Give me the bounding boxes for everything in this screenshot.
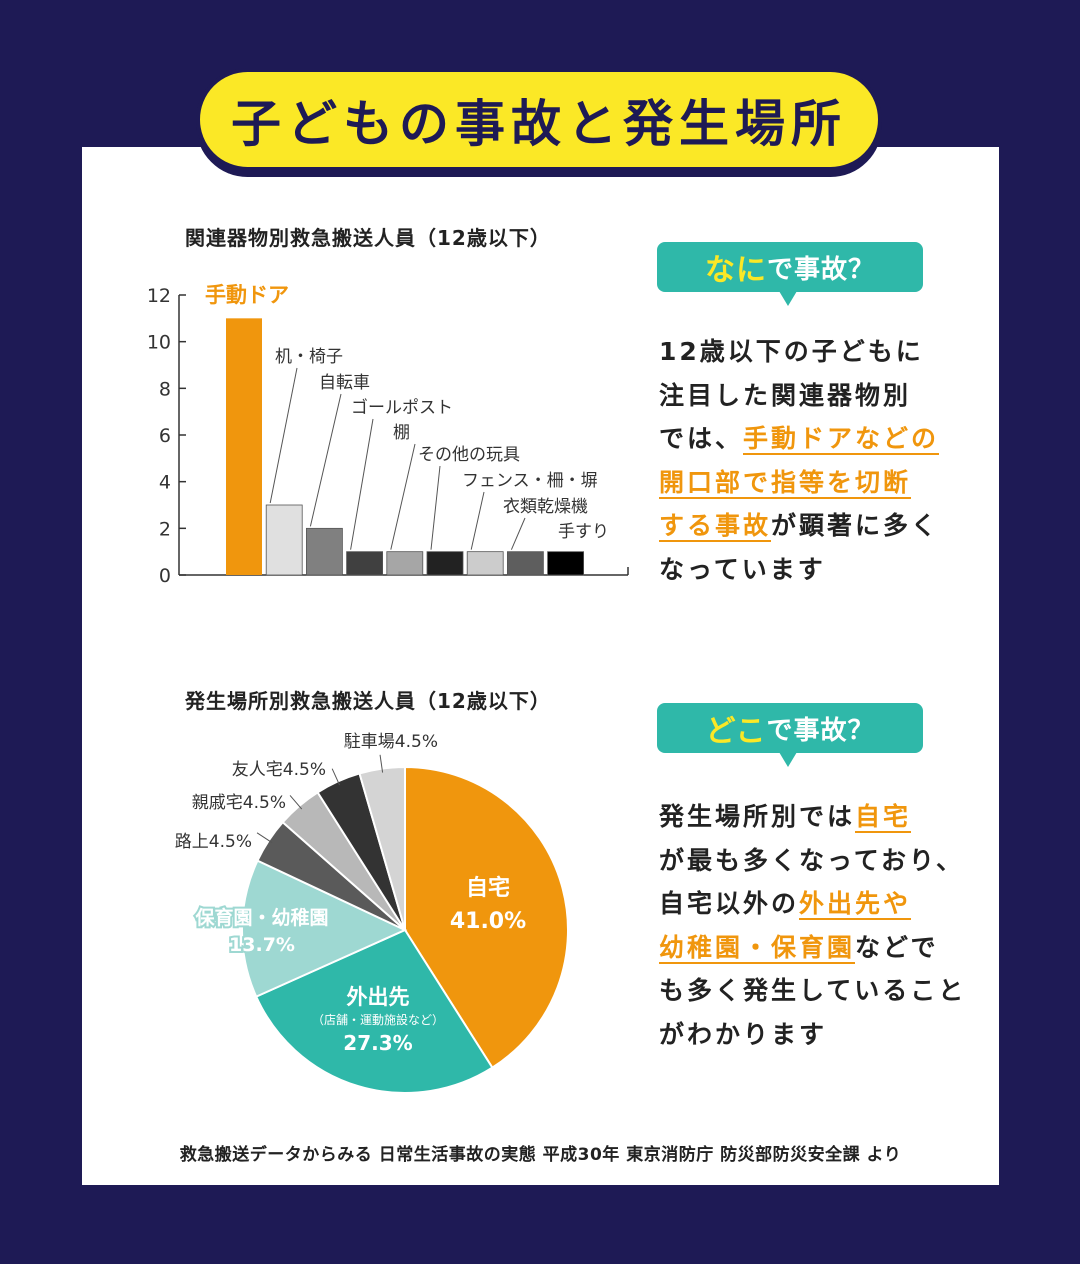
pie-desc-line: も多く発生していること <box>659 969 963 1013</box>
pie-desc-line: が最も多くなっており、 <box>659 839 961 883</box>
bar-description: 12歳以下の子どもに 注目した関連器物別 では、手動ドアなどの 開口部で指等を切断 する… <box>659 330 940 592</box>
pie-chart-title: 発生場所別救急搬送人員（12歳以下） <box>185 689 551 713</box>
pie-desc-line: 発生場所別では自宅 <box>659 795 934 839</box>
pie-description: 発生場所別では自宅 が最も多くなっており、 自宅以外の外出先や 幼稚園・保育園などでも… <box>659 795 963 1057</box>
pie-desc-text: が最も多くなっており、 <box>659 845 965 875</box>
bar-desc-text: なっています <box>659 554 826 584</box>
bar-desc-line: では、手動ドアなどの <box>659 417 940 461</box>
bar-desc-text: 12歳以下の子どもに <box>659 337 924 366</box>
pie-desc-text: などで <box>855 932 939 962</box>
bubble-tail <box>779 291 797 306</box>
pie-desc-line: がわかります <box>659 1013 934 1057</box>
bubble-what-highlight: なに <box>704 253 767 288</box>
pie-desc-line: 自宅以外の外出先や <box>659 882 934 926</box>
bar-desc-highlight-text: する事故 <box>659 511 772 542</box>
pie-desc-text: がわかります <box>659 1019 828 1049</box>
pie-desc-text: 自宅以外の <box>659 889 800 918</box>
pie-desc-text: も多く発生していること <box>659 976 967 1005</box>
bubble-where-highlight: どこ <box>705 714 767 749</box>
bubble-what-text: で事故？ <box>766 254 875 285</box>
bar-chart-title: 関連器物別救急搬送人員（12歳以下） <box>185 226 551 250</box>
bar-desc-line: する事故が顕著に多く <box>659 504 936 548</box>
bar-desc-line: 12歳以下の子どもに <box>659 330 934 374</box>
pie-desc-highlight-text: 自宅 <box>855 802 912 833</box>
pie-desc-highlight-text: 幼稚園・保育園 <box>659 932 856 964</box>
pie-desc-line: 幼稚園・保育園などで <box>659 926 936 970</box>
bar-desc-highlight-text: 手動ドアなどの <box>743 424 940 455</box>
bubble-where-text: で事故？ <box>766 715 875 746</box>
pie-desc-highlight-text: 外出先や <box>799 889 912 920</box>
bubble-where: どこ で事故？ <box>657 703 923 767</box>
bubble-tail <box>779 752 797 767</box>
bar-desc-line: 開口部で指等を切断 <box>659 461 934 505</box>
pie-desc-text: 発生場所別では <box>659 802 856 831</box>
page-title: 子どもの事故と発生場所 <box>196 68 882 171</box>
source-note: 救急搬送データからみる 日常生活事故の実態 平成30年 東京消防庁 防災部防災安… <box>179 1145 902 1165</box>
bar-desc-text: では、 <box>659 424 744 453</box>
bar-desc-text: 注目した関連器物別 <box>659 380 912 410</box>
bar-desc-text: が顕著に多く <box>771 511 940 540</box>
bar-desc-line: なっています <box>659 548 934 592</box>
bar-desc-highlight-text: 開口部で指等を切断 <box>659 467 912 499</box>
bubble-what: なに で事故？ <box>657 242 923 306</box>
bar-desc-line: 注目した関連器物別 <box>659 374 934 418</box>
